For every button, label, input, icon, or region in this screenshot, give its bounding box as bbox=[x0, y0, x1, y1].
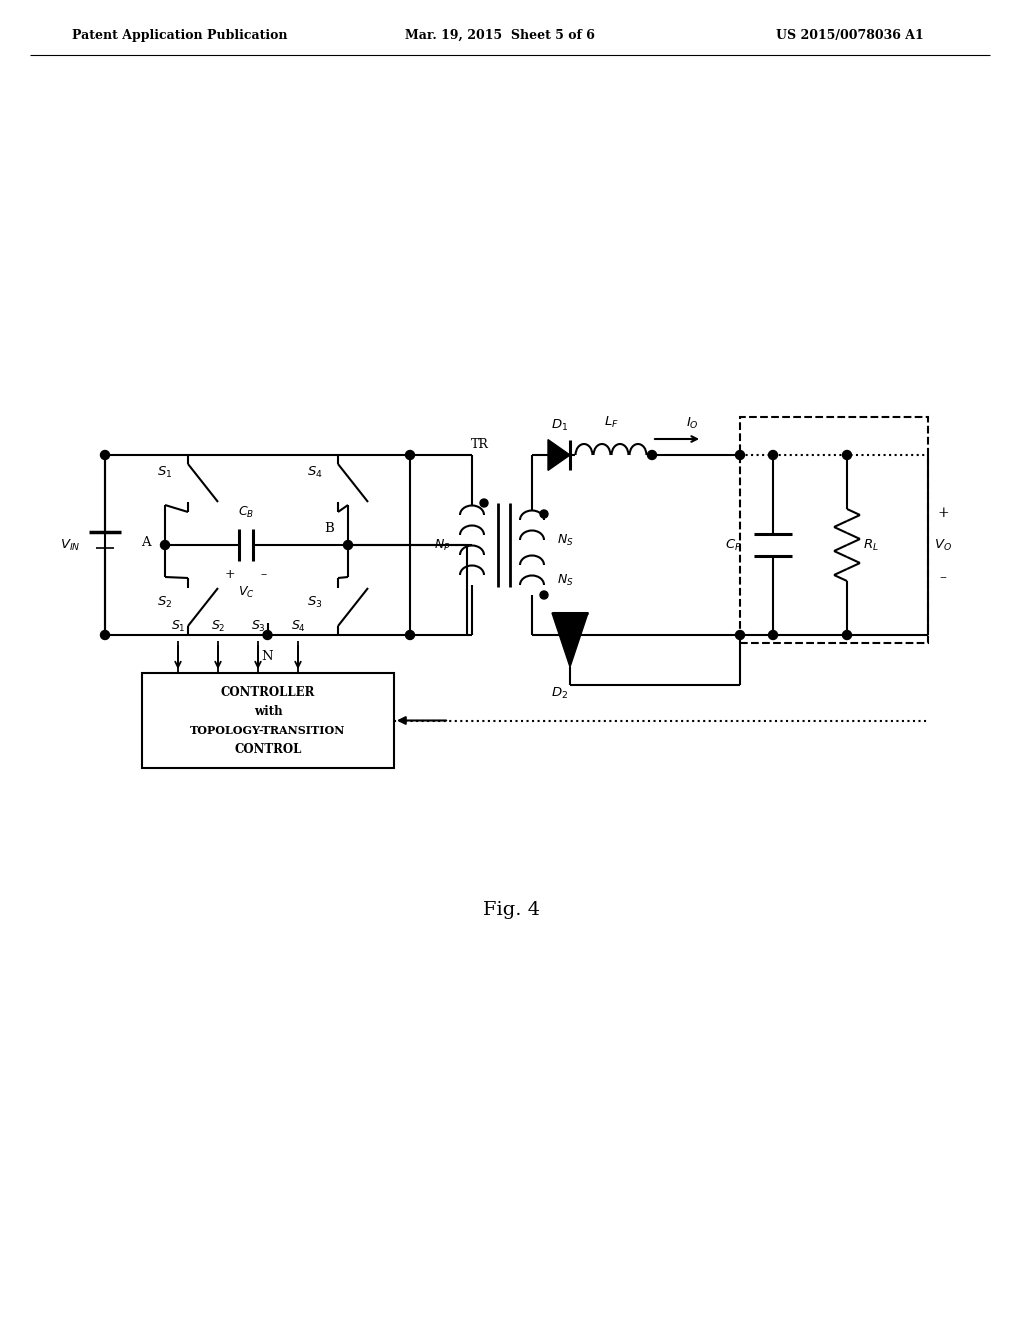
Text: Patent Application Publication: Patent Application Publication bbox=[73, 29, 288, 41]
Polygon shape bbox=[552, 612, 588, 667]
Circle shape bbox=[100, 631, 110, 639]
Text: –: – bbox=[939, 570, 946, 583]
Text: $S_2$: $S_2$ bbox=[211, 619, 225, 634]
Polygon shape bbox=[548, 440, 570, 470]
Text: $C_B$: $C_B$ bbox=[239, 504, 255, 520]
Circle shape bbox=[100, 450, 110, 459]
Text: $D_1$: $D_1$ bbox=[551, 417, 568, 433]
Circle shape bbox=[647, 450, 656, 459]
Text: $N_P$: $N_P$ bbox=[434, 537, 451, 553]
Circle shape bbox=[540, 591, 548, 599]
Text: $S_1$: $S_1$ bbox=[158, 465, 173, 479]
Circle shape bbox=[768, 631, 777, 639]
Text: –: – bbox=[260, 569, 266, 582]
Text: with: with bbox=[254, 705, 283, 718]
Text: $S_4$: $S_4$ bbox=[291, 619, 305, 634]
Text: $S_1$: $S_1$ bbox=[171, 619, 185, 634]
Circle shape bbox=[768, 450, 777, 459]
Circle shape bbox=[406, 631, 415, 639]
Text: $S_4$: $S_4$ bbox=[307, 465, 323, 479]
Text: +: + bbox=[937, 506, 949, 520]
Text: $S_3$: $S_3$ bbox=[251, 619, 265, 634]
Text: $S_2$: $S_2$ bbox=[158, 594, 173, 610]
Text: US 2015/0078036 A1: US 2015/0078036 A1 bbox=[776, 29, 924, 41]
Text: Mar. 19, 2015  Sheet 5 of 6: Mar. 19, 2015 Sheet 5 of 6 bbox=[406, 29, 595, 41]
Circle shape bbox=[343, 540, 352, 549]
Circle shape bbox=[735, 631, 744, 639]
Circle shape bbox=[480, 499, 488, 507]
Circle shape bbox=[735, 450, 744, 459]
Text: +: + bbox=[224, 569, 234, 582]
Text: $V_{IN}$: $V_{IN}$ bbox=[59, 537, 80, 553]
Text: TR: TR bbox=[471, 438, 488, 451]
Text: $V_O$: $V_O$ bbox=[934, 537, 952, 553]
Bar bbox=[142, 673, 394, 768]
Text: $S_3$: $S_3$ bbox=[307, 594, 323, 610]
Circle shape bbox=[843, 631, 852, 639]
Text: CONTROLLER: CONTROLLER bbox=[221, 686, 315, 700]
Text: N: N bbox=[262, 649, 273, 663]
Bar bbox=[740, 417, 928, 643]
Text: CONTROL: CONTROL bbox=[234, 743, 302, 756]
Text: $I_O$: $I_O$ bbox=[686, 416, 698, 430]
Text: B: B bbox=[325, 521, 334, 535]
Circle shape bbox=[540, 510, 548, 517]
Text: $D_2$: $D_2$ bbox=[552, 685, 568, 701]
Text: $R_L$: $R_L$ bbox=[863, 537, 879, 553]
Text: $L_F$: $L_F$ bbox=[603, 414, 618, 429]
Circle shape bbox=[263, 631, 272, 639]
Text: A: A bbox=[141, 536, 151, 549]
Text: $C_F$: $C_F$ bbox=[725, 537, 741, 553]
Circle shape bbox=[843, 450, 852, 459]
Text: $V_C$: $V_C$ bbox=[239, 585, 255, 599]
Text: $N_S$: $N_S$ bbox=[557, 573, 573, 587]
Text: TOPOLOGY-TRANSITION: TOPOLOGY-TRANSITION bbox=[190, 725, 346, 737]
Text: $N_S$: $N_S$ bbox=[557, 532, 573, 548]
Circle shape bbox=[161, 540, 170, 549]
Circle shape bbox=[406, 450, 415, 459]
Text: Fig. 4: Fig. 4 bbox=[483, 902, 541, 919]
